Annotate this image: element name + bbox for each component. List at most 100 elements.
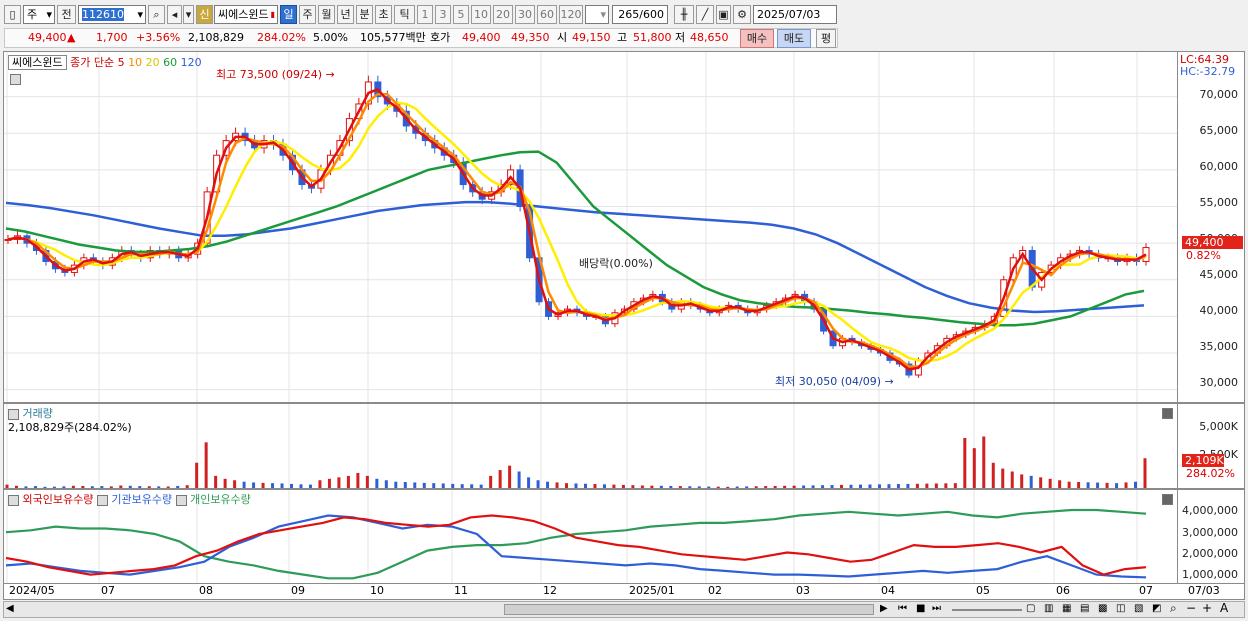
volume-bar xyxy=(346,475,350,488)
volume-bar xyxy=(1039,477,1043,488)
draw-line-icon[interactable]: ╱ xyxy=(696,5,714,24)
price-chart-panel[interactable]: 씨에스윈드 종가 단순 5 10 20 60 120 최고 73,500 (09… xyxy=(3,51,1178,403)
x-tick-label: 09 xyxy=(291,584,305,597)
gear-icon[interactable]: ⚙ xyxy=(733,5,751,24)
grid-icon[interactable]: ▩ xyxy=(1098,603,1108,614)
interval-5-button[interactable]: 5 xyxy=(453,5,469,24)
prev-button[interactable]: 전 xyxy=(57,5,76,24)
chevron-down-icon[interactable]: ▾ xyxy=(183,5,194,24)
volume-panel-close-icon[interactable] xyxy=(1162,406,1173,419)
x-tick-label: 2025/01 xyxy=(629,584,675,597)
print-icon[interactable]: ▧ xyxy=(1134,603,1144,614)
custom-interval-select[interactable]: ▾ xyxy=(585,5,609,24)
scroll-left-icon[interactable]: ◀ xyxy=(6,603,14,614)
fast-forward-icon[interactable]: ⏭ xyxy=(932,603,941,614)
volume-panel[interactable]: 거래량 2,108,829주(284.02%) xyxy=(3,403,1178,489)
volume-bar xyxy=(944,483,948,488)
volume-ratio: 284.02% xyxy=(257,31,306,44)
y-tick: 4,000,000 xyxy=(1182,504,1238,517)
bottom-scrollbar[interactable]: ◀ ▶ ⏮ ■ ⏭ ▢ ▥ ▦ ▤ ▩ ◫ ▧ ◩ ⌕ − + A xyxy=(3,601,1245,618)
volume-bar xyxy=(185,485,189,488)
search-icon[interactable]: ⌕ xyxy=(148,5,165,24)
font-size-icon[interactable]: A xyxy=(1220,601,1229,615)
volume-bar xyxy=(460,484,464,488)
period-select[interactable]: 주 ▾ xyxy=(23,5,55,24)
x-tick-label: 10 xyxy=(370,584,384,597)
volume-bar xyxy=(859,484,862,488)
zoom-in-icon[interactable]: + xyxy=(1202,601,1213,615)
rewind-icon[interactable]: ⏮ xyxy=(898,603,907,614)
x-tick-label: 12 xyxy=(543,584,557,597)
volume-bar xyxy=(204,442,208,488)
volume-bar xyxy=(546,481,550,488)
period-week-button[interactable]: 주 xyxy=(299,5,316,24)
holdings-panel-close-icon[interactable] xyxy=(1162,492,1173,505)
settings-icon[interactable]: ◩ xyxy=(1152,603,1162,614)
volume-bar xyxy=(688,486,692,488)
current-price: 49,400 xyxy=(28,31,67,44)
arrow-right-icon: → xyxy=(884,375,894,388)
volume-bar xyxy=(403,482,407,488)
candle-type-icon[interactable]: ╫ xyxy=(674,5,694,24)
interval-60-button[interactable]: 60 xyxy=(537,5,557,24)
high-price: 51,800 xyxy=(633,31,672,44)
volume-bar xyxy=(792,485,796,488)
y-tick: 2,000,000 xyxy=(1182,547,1238,560)
save-icon[interactable]: ▣ xyxy=(716,5,731,24)
evaluate-button[interactable]: 평 xyxy=(816,29,836,48)
period-tick-button[interactable]: 틱 xyxy=(394,5,415,24)
zoom-slider[interactable] xyxy=(952,609,1022,611)
volume-bar xyxy=(1115,483,1119,488)
period-second-button[interactable]: 초 xyxy=(375,5,392,24)
current-price-pct: 0.82% xyxy=(1186,249,1221,262)
interval-1-button[interactable]: 1 xyxy=(417,5,433,24)
date-input[interactable]: 2025/07/03 xyxy=(753,5,837,24)
compare-icon[interactable]: ◫ xyxy=(1116,603,1126,614)
ma60-label: 60 xyxy=(163,56,178,69)
volume-bar xyxy=(972,448,976,488)
stock-name-field: 씨에스윈드 ▮ xyxy=(214,5,278,24)
stop-icon[interactable]: ■ xyxy=(916,603,926,614)
volume-bar xyxy=(536,480,540,488)
interval-120-button[interactable]: 120 xyxy=(559,5,583,24)
sell-button[interactable]: 매도 xyxy=(777,29,811,48)
volume-bar xyxy=(830,485,834,488)
grid-toggle-icon[interactable] xyxy=(10,72,21,85)
period-day-button[interactable]: 일 xyxy=(280,5,297,24)
period-year-button[interactable]: 년 xyxy=(337,5,354,24)
period-minute-button[interactable]: 분 xyxy=(356,5,373,24)
price-change-pct: +3.56% xyxy=(136,31,181,44)
ma-label: 종가 단순 xyxy=(70,56,115,69)
volume-bar xyxy=(764,486,768,488)
ma20-label: 20 xyxy=(145,56,160,69)
scroll-right-icon[interactable]: ▶ xyxy=(880,603,888,614)
magnifier-icon[interactable]: ⌕ xyxy=(1170,601,1177,615)
new-stock-button[interactable]: 신 xyxy=(196,5,213,24)
ma120-line xyxy=(5,200,1145,314)
window-menu-icon[interactable]: ▯ xyxy=(4,5,21,24)
data-count-input[interactable]: 265/600 xyxy=(612,5,668,24)
stock-code-input[interactable]: 112610 ▾ xyxy=(78,5,146,24)
indicator-icon[interactable]: ▤ xyxy=(1080,603,1090,614)
period-month-button[interactable]: 월 xyxy=(318,5,335,24)
interval-10-button[interactable]: 10 xyxy=(471,5,491,24)
scroll-thumb[interactable] xyxy=(504,604,874,615)
speaker-icon[interactable]: ◂ xyxy=(167,5,182,24)
volume-bar xyxy=(811,485,815,488)
zoom-out-icon[interactable]: − xyxy=(1186,601,1197,615)
interval-3-button[interactable]: 3 xyxy=(435,5,451,24)
volume-bar xyxy=(318,480,322,488)
interval-30-button[interactable]: 30 xyxy=(515,5,535,24)
volume-bar xyxy=(1105,482,1109,488)
interval-20-button[interactable]: 20 xyxy=(493,5,513,24)
holdings-panel[interactable]: 외국인보유수량 기관보유수량 개인보유수량 xyxy=(3,489,1178,584)
zoom-fit-icon[interactable]: ▢ xyxy=(1026,603,1036,614)
buy-button[interactable]: 매수 xyxy=(740,29,774,48)
chart-type-icon[interactable]: ▥ xyxy=(1044,603,1054,614)
bid-price-1: 49,400 xyxy=(462,31,501,44)
overlay-icon[interactable]: ▦ xyxy=(1062,603,1072,614)
volume-bar xyxy=(707,486,711,488)
volume-bar xyxy=(1077,482,1081,488)
volume-bar xyxy=(508,465,512,488)
volume-bar xyxy=(745,486,749,488)
